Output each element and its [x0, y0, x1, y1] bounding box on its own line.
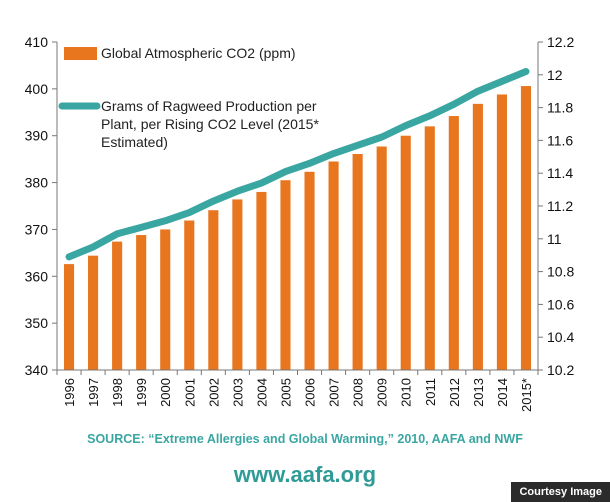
bar-co2	[280, 180, 291, 370]
y-right-tick-label: 11.4	[547, 165, 573, 181]
x-tick-label: 1998	[110, 378, 125, 407]
bar-co2	[160, 229, 171, 370]
x-tick-label: 2013	[471, 378, 486, 407]
legend-label-ragweed-line-2: Plant, per Rising CO2 Level (2015*	[101, 116, 319, 132]
x-tick-label: 2011	[423, 378, 438, 406]
y-right-tick-label: 11.6	[547, 132, 573, 148]
bar-co2	[376, 146, 387, 370]
x-tick-label: 2003	[230, 378, 245, 407]
y-left-tick-label: 370	[25, 221, 49, 237]
line-ragweed	[65, 68, 530, 261]
legend-label-ragweed-line-1: Grams of Ragweed Production per	[101, 98, 317, 114]
bar-co2	[304, 171, 315, 370]
x-tick-label: 1996	[62, 378, 77, 407]
bar-co2	[520, 86, 532, 370]
y-right-tick-label: 10.4	[547, 329, 574, 345]
x-tick-label: 2002	[206, 378, 221, 407]
x-tick-label: 2004	[254, 378, 269, 407]
y-left-tick-label: 340	[25, 362, 49, 378]
y-right-tick-label: 10.8	[547, 264, 574, 280]
x-tick-label: 2012	[447, 378, 462, 407]
image-credit: Courtesy Image	[511, 482, 610, 502]
bar-co2	[328, 161, 339, 370]
y-left-tick-label: 360	[25, 268, 49, 284]
bar-co2	[400, 135, 411, 370]
x-tick-label: 2015*	[519, 378, 534, 412]
bar-co2	[88, 255, 99, 370]
x-tick-label: 2006	[303, 378, 318, 407]
x-tick-label: 2000	[158, 378, 173, 407]
bars-group	[63, 86, 532, 370]
bar-co2	[136, 235, 147, 370]
x-tick-label: 2001	[182, 378, 197, 407]
bar-co2	[448, 116, 459, 370]
x-tick-label: 2014	[495, 378, 510, 407]
y-left-tick-label: 350	[25, 315, 49, 331]
bar-co2	[424, 126, 435, 370]
y-right-tick-label: 11.2	[547, 198, 573, 214]
x-tick-label: 2008	[351, 378, 366, 407]
bar-co2	[112, 241, 123, 370]
x-tick-label: 1997	[86, 378, 101, 407]
source-note: SOURCE: “Extreme Allergies and Global Wa…	[87, 432, 523, 446]
x-tick-label: 2007	[327, 378, 342, 407]
x-tick-label: 2005	[278, 378, 293, 407]
bar-co2	[496, 94, 507, 370]
bar-co2	[208, 210, 219, 370]
y-left-tick-label: 410	[25, 34, 49, 50]
y-left-tick-label: 390	[25, 128, 49, 144]
y-right-tick-label: 12	[547, 67, 563, 83]
bar-co2	[63, 264, 75, 370]
bar-co2	[352, 153, 363, 370]
axes-group: 340 350 360 370 380 390 400 410 10.2 10.4 10.6 10.8…	[25, 34, 575, 412]
y-left-tick-label: 400	[25, 81, 49, 97]
y-right-tick-label: 12.2	[547, 34, 574, 50]
x-tick-label: 1999	[134, 378, 149, 407]
bar-co2	[256, 191, 267, 370]
line-series-group	[65, 68, 530, 261]
bar-co2	[184, 220, 195, 370]
y-right-tick-label: 10.6	[547, 296, 574, 312]
x-tick-label: 2009	[375, 378, 390, 407]
y-right-tick-label: 11	[547, 231, 562, 247]
y-left-tick-label: 380	[25, 175, 49, 191]
y-right-tick-label: 11.8	[547, 100, 573, 116]
bar-co2	[232, 199, 243, 370]
legend-label-co2: Global Atmospheric CO2 (ppm)	[101, 45, 296, 61]
bar-co2	[472, 103, 483, 370]
y-right-tick-label: 10.2	[547, 362, 574, 378]
website-link[interactable]: www.aafa.org	[233, 462, 377, 487]
x-tick-label: 2010	[399, 378, 414, 407]
legend-label-ragweed-line-3: Estimated)	[101, 134, 168, 150]
legend: Global Atmospheric CO2 (ppm) Grams of Ra…	[58, 45, 319, 150]
legend-swatch-co2	[64, 47, 97, 60]
